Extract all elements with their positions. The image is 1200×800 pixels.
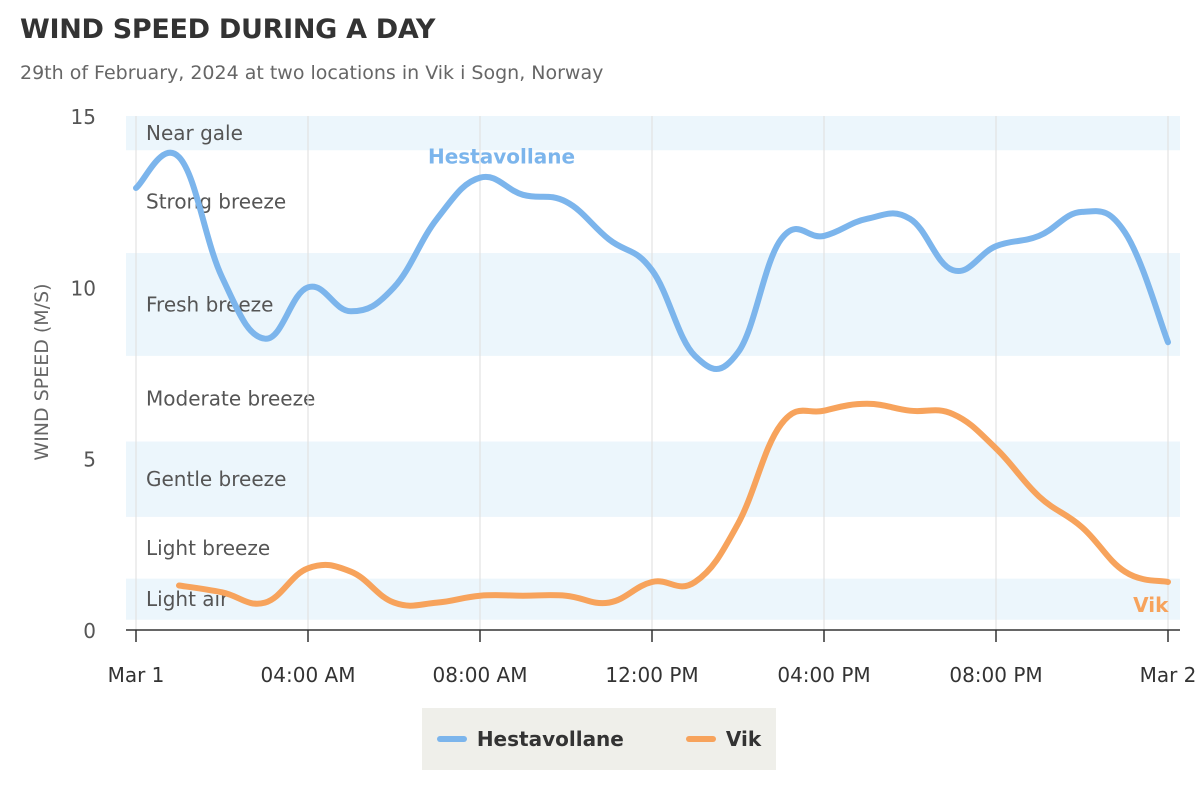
- series-labels: Hestavollane Vik: [428, 145, 1169, 617]
- y-axis-title: WIND SPEED (M/S): [31, 283, 53, 460]
- series-line-vik[interactable]: [176, 400, 1171, 609]
- chart-title: WIND SPEED DURING A DAY: [20, 14, 436, 45]
- band-light-air: [126, 578, 1180, 620]
- band-label-fresh-breeze: Fresh breeze: [146, 292, 273, 316]
- band-near-gale: [126, 116, 1180, 151]
- vertical-gridlines: [135, 116, 1169, 630]
- y-tick-label: 10: [71, 276, 96, 300]
- legend-item-vik[interactable]: Vik: [685, 727, 762, 751]
- series-lines: [133, 149, 1171, 609]
- legend-item-hestavollane[interactable]: Hestavollane: [436, 727, 624, 751]
- band-label-near-gale: Near gale: [146, 121, 243, 145]
- x-tick-label: 04:00 AM: [261, 663, 356, 687]
- band-label-moderate-breeze: Moderate breeze: [146, 387, 315, 411]
- x-axis: Mar 1 04:00 AM 08:00 AM 12:00 PM 04:00 PM 08:…: [108, 629, 1197, 687]
- x-tick-label: 08:00 PM: [949, 663, 1042, 687]
- series-label-vik: Vik: [1133, 593, 1169, 617]
- x-tick-label: 08:00 AM: [433, 663, 528, 687]
- y-axis-ticks: 0 5 10 15: [71, 105, 96, 643]
- series-label-hestavollane: Hestavollane: [428, 145, 575, 169]
- x-tick-label: Mar 1: [108, 663, 165, 687]
- band-label-light-breeze: Light breeze: [146, 536, 270, 560]
- x-tick-label: Mar 2: [1140, 663, 1197, 687]
- chart-subtitle: 29th of February, 2024 at two locations …: [20, 62, 604, 84]
- y-tick-label: 0: [83, 619, 96, 643]
- y-tick-label: 15: [71, 105, 96, 129]
- band-label-strong-breeze: Strong breeze: [146, 190, 286, 214]
- legend: Hestavollane Vik: [422, 708, 776, 770]
- y-tick-label: 5: [83, 448, 96, 472]
- series-line-hestavollane[interactable]: [133, 149, 1171, 372]
- legend-label-hestavollane: Hestavollane: [476, 727, 624, 751]
- band-label-gentle-breeze: Gentle breeze: [146, 467, 286, 491]
- x-tick-label: 12:00 PM: [605, 663, 698, 687]
- legend-swatch-vik: [685, 736, 716, 742]
- x-tick-label: 04:00 PM: [777, 663, 870, 687]
- legend-swatch-hestavollane: [436, 736, 467, 742]
- legend-label-vik: Vik: [725, 727, 762, 751]
